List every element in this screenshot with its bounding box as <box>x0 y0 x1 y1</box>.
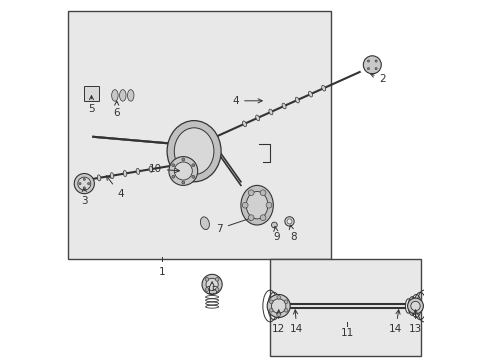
Ellipse shape <box>110 173 114 179</box>
Text: 14: 14 <box>289 310 303 334</box>
Circle shape <box>286 219 291 224</box>
Circle shape <box>407 298 423 314</box>
Circle shape <box>83 178 85 180</box>
Circle shape <box>374 60 376 62</box>
Ellipse shape <box>136 168 140 174</box>
Bar <box>269 259 420 356</box>
Circle shape <box>191 175 194 178</box>
Circle shape <box>276 296 280 299</box>
Ellipse shape <box>295 97 299 103</box>
Circle shape <box>269 309 272 312</box>
Ellipse shape <box>123 171 126 176</box>
Text: 10: 10 <box>148 164 179 174</box>
Circle shape <box>269 300 272 303</box>
Circle shape <box>260 215 265 221</box>
Ellipse shape <box>241 185 273 225</box>
Text: 5: 5 <box>88 96 95 114</box>
Circle shape <box>242 202 247 208</box>
Ellipse shape <box>149 166 152 172</box>
Circle shape <box>265 202 271 208</box>
Circle shape <box>248 215 254 221</box>
Text: 1: 1 <box>158 267 164 278</box>
Ellipse shape <box>200 217 209 230</box>
Circle shape <box>215 288 219 291</box>
Circle shape <box>248 190 254 195</box>
Circle shape <box>205 278 208 281</box>
Circle shape <box>74 174 94 194</box>
Circle shape <box>410 301 419 311</box>
Text: 9: 9 <box>273 226 280 242</box>
Text: 15: 15 <box>205 282 218 296</box>
Text: 12: 12 <box>271 310 285 334</box>
Ellipse shape <box>268 109 272 115</box>
Circle shape <box>79 183 81 185</box>
Text: 2: 2 <box>370 73 386 84</box>
Ellipse shape <box>282 103 285 109</box>
Circle shape <box>266 294 289 318</box>
Circle shape <box>271 222 277 228</box>
Ellipse shape <box>242 121 246 127</box>
Circle shape <box>205 278 218 291</box>
Text: 4: 4 <box>232 96 262 106</box>
Ellipse shape <box>321 85 325 91</box>
Ellipse shape <box>167 121 221 182</box>
Circle shape <box>366 68 369 70</box>
Circle shape <box>191 164 194 167</box>
Text: 7: 7 <box>216 217 253 234</box>
Bar <box>84 86 99 101</box>
Text: 13: 13 <box>408 310 421 334</box>
Ellipse shape <box>174 128 213 175</box>
Circle shape <box>271 299 285 313</box>
Circle shape <box>366 60 369 62</box>
Circle shape <box>284 217 294 226</box>
Text: 8: 8 <box>289 225 296 242</box>
Circle shape <box>284 309 287 312</box>
Circle shape <box>260 190 265 195</box>
Text: 14: 14 <box>388 310 402 334</box>
Circle shape <box>363 56 381 74</box>
Text: 3: 3 <box>81 188 87 206</box>
Circle shape <box>374 68 376 70</box>
Ellipse shape <box>97 175 101 181</box>
Bar <box>68 11 330 259</box>
Text: 6: 6 <box>113 101 120 118</box>
Ellipse shape <box>111 90 118 101</box>
Ellipse shape <box>127 90 134 101</box>
Circle shape <box>182 158 184 161</box>
Circle shape <box>168 157 197 185</box>
Circle shape <box>174 162 192 180</box>
Circle shape <box>78 177 91 190</box>
Text: 11: 11 <box>340 328 353 338</box>
Circle shape <box>83 187 85 189</box>
Ellipse shape <box>255 115 259 121</box>
Circle shape <box>87 183 89 185</box>
Circle shape <box>215 278 219 281</box>
Circle shape <box>171 164 174 167</box>
Circle shape <box>276 313 280 316</box>
Circle shape <box>202 274 222 294</box>
Text: 4: 4 <box>106 176 123 199</box>
Ellipse shape <box>246 192 267 219</box>
Ellipse shape <box>120 90 126 101</box>
Circle shape <box>171 175 174 178</box>
Ellipse shape <box>308 91 312 97</box>
Circle shape <box>182 181 184 184</box>
Circle shape <box>205 288 208 291</box>
Circle shape <box>284 300 287 303</box>
